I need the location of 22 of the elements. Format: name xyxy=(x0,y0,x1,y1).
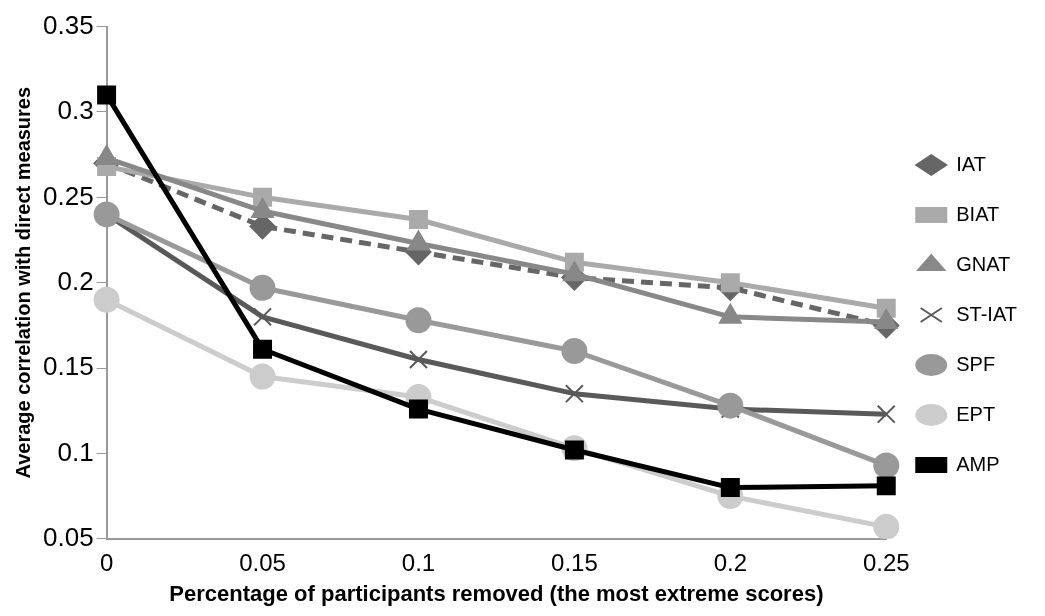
legend-label: AMP xyxy=(956,452,1000,475)
x-tick-label: 0.15 xyxy=(551,548,598,576)
legend-label: BIAT xyxy=(956,202,1000,225)
legend-label: IAT xyxy=(956,152,986,175)
y-tick-label: 0.1 xyxy=(57,436,94,467)
y-tick-label: 0.3 xyxy=(57,95,94,126)
legend-label: ST-IAT xyxy=(956,302,1018,325)
legend-label: EPT xyxy=(956,402,996,425)
x-tick-label: 0 xyxy=(99,548,114,576)
x-tick-label: 0.2 xyxy=(713,548,748,576)
x-tick-label: 0.1 xyxy=(401,548,436,576)
legend-label: SPF xyxy=(956,352,996,375)
x-tick-label: 0.05 xyxy=(239,548,286,576)
x-axis-title: Percentage of participants removed (the most extreme scores) xyxy=(169,580,824,606)
y-tick-label: 0.05 xyxy=(42,521,94,552)
y-axis-title: Average correlation with direct measures xyxy=(11,86,34,479)
y-tick-label: 0.35 xyxy=(42,9,94,40)
y-tick-label: 0.2 xyxy=(57,265,94,296)
x-tick-label: 0.25 xyxy=(862,548,910,576)
legend-label: GNAT xyxy=(956,252,1011,275)
y-tick-label: 0.15 xyxy=(42,351,94,382)
y-tick-label: 0.25 xyxy=(42,180,94,211)
